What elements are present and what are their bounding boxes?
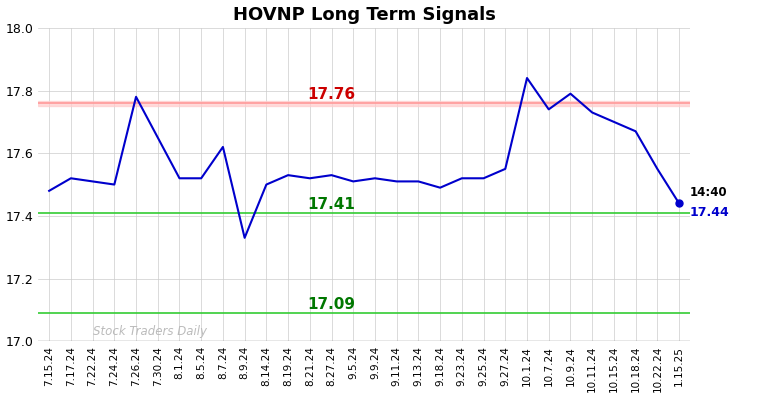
Title: HOVNP Long Term Signals: HOVNP Long Term Signals — [233, 6, 495, 23]
Text: 17.44: 17.44 — [690, 206, 730, 219]
Bar — [38, 101, 690, 105]
Text: 17.76: 17.76 — [307, 87, 356, 102]
Text: 17.41: 17.41 — [307, 197, 355, 212]
Text: 14:40: 14:40 — [690, 186, 728, 199]
Text: Stock Traders Daily: Stock Traders Daily — [93, 325, 207, 338]
Text: 17.09: 17.09 — [307, 297, 355, 312]
